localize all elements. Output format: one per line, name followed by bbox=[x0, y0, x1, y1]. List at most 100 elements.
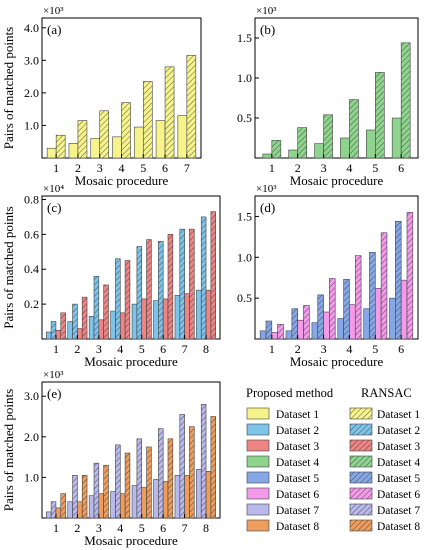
plot-frame bbox=[254, 17, 419, 159]
legend-swatch-ransac-hatch bbox=[350, 408, 372, 419]
legend-label-proposed: Dataset 7 bbox=[276, 505, 319, 517]
bar-dataset-3-proposed bbox=[141, 298, 147, 340]
bar-dataset-3-ransac-hatch bbox=[125, 260, 130, 339]
legend-swatch-proposed bbox=[246, 519, 270, 532]
bar-dataset-6-proposed bbox=[271, 332, 278, 340]
y-tick-label: 0.5 bbox=[237, 111, 252, 125]
legend-swatch-proposed bbox=[246, 487, 270, 500]
y-tick-label: 2.0 bbox=[24, 430, 39, 444]
legend-label-ransac: Dataset 7 bbox=[377, 505, 420, 517]
bar-dataset-3-ransac-hatch bbox=[60, 312, 66, 339]
legend-label-ransac: Dataset 4 bbox=[377, 457, 420, 469]
plot-frame bbox=[41, 195, 221, 340]
bar-dataset-6-ransac-hatch bbox=[407, 212, 413, 339]
bar-dataset-5-proposed bbox=[311, 322, 319, 340]
x-tick-label: 6 bbox=[398, 161, 404, 175]
bar-dataset-2-ransac-hatch bbox=[136, 246, 142, 339]
x-tick-label: 1 bbox=[269, 161, 275, 175]
y-axis-label: Pairs of matched points bbox=[1, 389, 16, 511]
x-tick-label: 4 bbox=[346, 161, 352, 175]
bar-dataset-3-ransac-hatch bbox=[210, 211, 216, 339]
bar-dataset-1-proposed bbox=[90, 138, 101, 159]
x-tick-label: 2 bbox=[295, 161, 301, 175]
legend-label-proposed: Dataset 1 bbox=[276, 409, 319, 421]
bar-dataset-8-proposed bbox=[141, 487, 147, 519]
panel-d: 0.5 1.0 1.5 ×10³ (d) 1 2 3 4 5 6 Mosaic procedure bbox=[237, 183, 419, 369]
bar-dataset-2-proposed bbox=[45, 331, 52, 340]
x-tick-label: 4 bbox=[117, 521, 123, 535]
legend-swatch-ransac-hatch bbox=[350, 424, 372, 435]
x-tick-label: 6 bbox=[160, 521, 166, 535]
bar-dataset-1-ransac-hatch bbox=[56, 135, 66, 158]
x-tick-label: 5 bbox=[140, 161, 146, 175]
x-tick-label: 7 bbox=[182, 342, 188, 356]
bar-dataset-3-proposed bbox=[205, 289, 212, 340]
bar-dataset-2-proposed bbox=[67, 321, 73, 340]
bar-dataset-7-ransac-hatch bbox=[158, 428, 164, 518]
y-tick-label: 0.8 bbox=[24, 192, 39, 206]
bar-dataset-3-proposed bbox=[77, 328, 83, 340]
x-axis-label: Mosaic procedure bbox=[290, 173, 384, 188]
legend-swatch-ransac-hatch bbox=[350, 440, 372, 451]
x-tick-label: 8 bbox=[203, 521, 209, 535]
x-axis-label: Mosaic procedure bbox=[75, 173, 169, 188]
x-axis-label: Mosaic procedure bbox=[84, 354, 178, 369]
y-multiplier: ×10³ bbox=[43, 5, 64, 17]
legend-label-proposed: Dataset 4 bbox=[276, 457, 319, 469]
bar-dataset-8-ransac-hatch bbox=[210, 416, 216, 518]
x-tick-label: 3 bbox=[97, 161, 103, 175]
bar-dataset-3-proposed bbox=[162, 298, 169, 340]
bar-dataset-5-ransac-hatch bbox=[265, 321, 272, 339]
x-tick-label: 5 bbox=[372, 342, 378, 356]
bar-dataset-3-ransac-hatch bbox=[103, 284, 109, 339]
bar-dataset-2-ransac-hatch bbox=[115, 258, 121, 339]
bar-dataset-3-ransac-hatch bbox=[167, 234, 173, 339]
bar-dataset-2-proposed bbox=[88, 316, 95, 340]
bar-dataset-1-proposed bbox=[177, 115, 188, 159]
bar-dataset-8-proposed bbox=[162, 481, 169, 519]
bar-dataset-6-proposed bbox=[349, 304, 356, 340]
x-tick-label: 1 bbox=[269, 342, 275, 356]
bar-dataset-4-proposed bbox=[262, 153, 273, 159]
x-tick-label: 2 bbox=[74, 342, 80, 356]
legend-swatch-proposed bbox=[246, 471, 270, 484]
bar-dataset-2-ransac-hatch bbox=[201, 216, 207, 339]
bar-dataset-4-ransac-hatch bbox=[349, 99, 359, 158]
bar-dataset-6-proposed bbox=[297, 319, 304, 340]
x-tick-label: 7 bbox=[182, 521, 188, 535]
legend-label-ransac: Dataset 8 bbox=[377, 521, 420, 533]
y-multiplier: ×10³ bbox=[43, 369, 64, 381]
x-tick-label: 2 bbox=[74, 521, 80, 535]
x-tick-label: 1 bbox=[53, 521, 59, 535]
bar-dataset-2-ransac-hatch bbox=[51, 321, 56, 339]
bar-dataset-5-proposed bbox=[285, 330, 293, 340]
bar-dataset-7-proposed bbox=[174, 475, 181, 519]
x-tick-label: 6 bbox=[398, 342, 404, 356]
bar-dataset-8-ransac-hatch bbox=[189, 426, 195, 518]
bar-dataset-2-proposed bbox=[174, 295, 181, 340]
legend-swatch-ransac-hatch bbox=[350, 520, 372, 531]
bar-dataset-6-ransac-hatch bbox=[381, 232, 387, 339]
bar-dataset-7-ransac-hatch bbox=[51, 501, 56, 518]
bar-dataset-6-proposed bbox=[375, 288, 382, 340]
x-tick-label: 6 bbox=[162, 161, 168, 175]
bar-dataset-8-proposed bbox=[98, 493, 104, 519]
bar-dataset-7-ransac-hatch bbox=[179, 414, 185, 518]
y-tick-label: 0.4 bbox=[24, 262, 39, 276]
legend-proposed-title: Proposed method bbox=[246, 386, 334, 400]
legend-label-proposed: Dataset 8 bbox=[276, 521, 319, 533]
bar-dataset-2-proposed bbox=[110, 310, 116, 340]
bar-dataset-3-proposed bbox=[119, 312, 126, 340]
bar-dataset-1-ransac-hatch bbox=[143, 81, 153, 158]
legend-label-proposed: Dataset 3 bbox=[276, 441, 319, 453]
y-tick-label: 1.0 bbox=[24, 470, 39, 484]
panel-c: 0.2 0.4 0.6 0.8 ×10⁴ (c) 1 2 3 4 5 6 7 8 Mosaic proced… bbox=[1, 183, 221, 369]
bar-dataset-7-proposed bbox=[131, 485, 138, 519]
y-axis-label: Pairs of matched points bbox=[1, 206, 16, 328]
panel-label: (c) bbox=[47, 200, 61, 215]
bar-dataset-6-ransac-hatch bbox=[277, 324, 284, 339]
panel-label: (a) bbox=[47, 22, 61, 37]
bar-dataset-8-ransac-hatch bbox=[167, 438, 173, 518]
x-tick-label: 3 bbox=[321, 161, 327, 175]
bar-dataset-1-proposed bbox=[68, 143, 79, 159]
